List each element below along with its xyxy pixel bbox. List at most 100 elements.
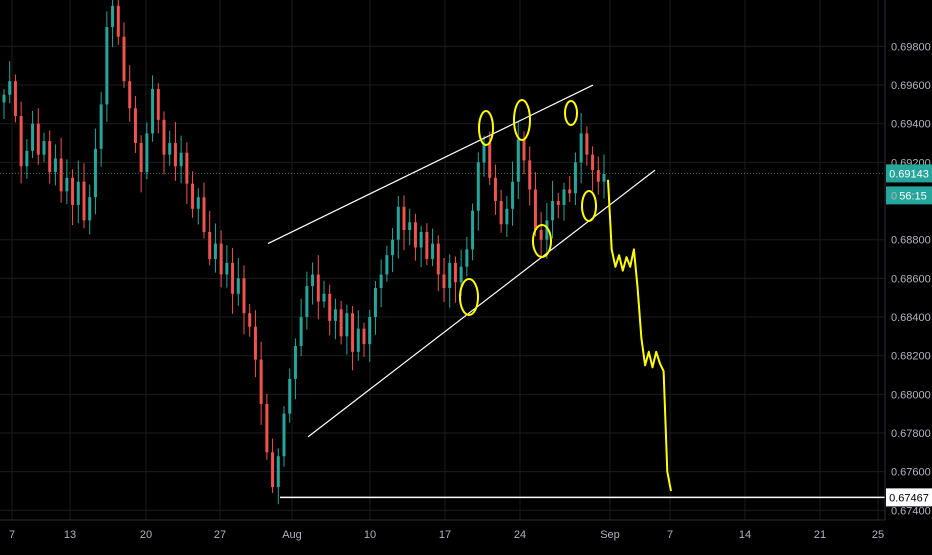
x-tick-label: 10 bbox=[364, 529, 376, 541]
support-badge-label: 0.67467 bbox=[889, 492, 929, 504]
candle-body bbox=[128, 81, 132, 109]
candle-body bbox=[2, 94, 6, 103]
candle-body bbox=[305, 286, 309, 318]
candle-body bbox=[31, 123, 35, 151]
candle-body bbox=[25, 150, 29, 167]
candle-body bbox=[505, 208, 509, 225]
candle-body bbox=[493, 177, 497, 202]
candle-body bbox=[311, 274, 315, 287]
candle-body bbox=[528, 160, 532, 190]
candle-body bbox=[556, 201, 560, 205]
y-tick-label: 0.67400 bbox=[891, 505, 931, 517]
candle-body bbox=[322, 293, 326, 302]
time-axis[interactable]: 7 13 20 27 Aug 10 17 24 Sep 7 14 21 25 bbox=[9, 529, 884, 541]
candle-body bbox=[202, 197, 206, 232]
candle-body bbox=[65, 177, 69, 192]
price-badge-label: 0.69143 bbox=[889, 168, 929, 180]
candle-body bbox=[13, 81, 17, 116]
trendline-channel-upper[interactable] bbox=[267, 84, 594, 245]
candle-body bbox=[476, 162, 480, 211]
candle-body bbox=[488, 143, 492, 178]
candle-body bbox=[259, 359, 263, 405]
candle-body bbox=[36, 123, 40, 155]
candle-body bbox=[139, 143, 143, 173]
candle-body bbox=[248, 313, 252, 327]
x-tick-label: 27 bbox=[214, 529, 226, 541]
candle-body bbox=[208, 231, 212, 260]
candle-body bbox=[362, 328, 366, 345]
candle-body bbox=[442, 274, 446, 289]
x-tick-label: 7 bbox=[9, 529, 15, 541]
candle-body bbox=[465, 249, 469, 267]
grid-layer bbox=[0, 0, 885, 520]
y-tick-label: 0.69400 bbox=[891, 119, 931, 131]
trendline-channel-lower[interactable] bbox=[307, 169, 656, 438]
candle-body bbox=[282, 413, 286, 457]
candle-body bbox=[53, 158, 57, 173]
candle-body bbox=[431, 243, 435, 260]
drawing-layer bbox=[267, 84, 885, 499]
candle-body bbox=[88, 197, 92, 221]
candle-body bbox=[293, 346, 297, 379]
candle-body bbox=[471, 210, 475, 250]
candle-body bbox=[116, 5, 120, 37]
annotation-circle bbox=[513, 99, 531, 141]
candle-body bbox=[99, 104, 103, 149]
candle-body bbox=[213, 243, 217, 260]
candle-body bbox=[436, 243, 440, 275]
candle-body bbox=[333, 309, 337, 321]
candle-body bbox=[173, 143, 177, 167]
candle-body bbox=[76, 181, 80, 205]
y-tick-label: 0.69800 bbox=[891, 41, 931, 53]
candle-body bbox=[373, 288, 377, 318]
candle-body bbox=[48, 141, 52, 173]
candle-body bbox=[448, 262, 452, 289]
candle-body bbox=[522, 139, 526, 161]
candle-body bbox=[408, 222, 412, 231]
candle-body bbox=[288, 378, 292, 414]
candle-body bbox=[356, 328, 360, 352]
candle-body bbox=[413, 222, 417, 248]
candle-body bbox=[191, 183, 195, 209]
candle-body bbox=[151, 88, 155, 134]
candle-body bbox=[231, 262, 235, 294]
annotation-circle bbox=[564, 100, 578, 126]
candle-body bbox=[602, 173, 606, 182]
x-tick-label: 24 bbox=[514, 529, 526, 541]
candle-body bbox=[585, 133, 589, 155]
candle-body bbox=[499, 201, 503, 225]
candle-body bbox=[339, 309, 343, 337]
candle-body bbox=[225, 262, 229, 275]
candle-body bbox=[385, 255, 389, 275]
candle-body bbox=[105, 27, 109, 105]
candle-body bbox=[379, 274, 383, 289]
x-tick-label: 21 bbox=[814, 529, 826, 541]
candle-body bbox=[133, 108, 137, 144]
candle-body bbox=[511, 181, 515, 209]
candle-body bbox=[459, 266, 463, 283]
candle-body bbox=[579, 133, 583, 163]
candle-body bbox=[219, 243, 223, 275]
candle-body bbox=[271, 452, 275, 488]
candle-body bbox=[242, 278, 246, 314]
candle-body bbox=[573, 162, 577, 194]
candle-body bbox=[425, 231, 429, 260]
support-badge bbox=[886, 488, 932, 507]
price-badge bbox=[886, 164, 932, 183]
y-tick-label: 0.68400 bbox=[891, 312, 931, 324]
x-tick-label: 14 bbox=[739, 529, 751, 541]
candle-body bbox=[391, 239, 395, 256]
candle-body bbox=[168, 143, 172, 155]
candle-body bbox=[328, 293, 332, 321]
candle-body bbox=[276, 456, 280, 488]
candle-body bbox=[156, 88, 160, 120]
candle-body bbox=[419, 231, 423, 248]
candle-body bbox=[42, 141, 46, 155]
candle-body bbox=[453, 262, 457, 283]
candle-body bbox=[82, 181, 86, 221]
y-tick-label: 0.67600 bbox=[891, 467, 931, 479]
candle-body bbox=[551, 201, 555, 221]
